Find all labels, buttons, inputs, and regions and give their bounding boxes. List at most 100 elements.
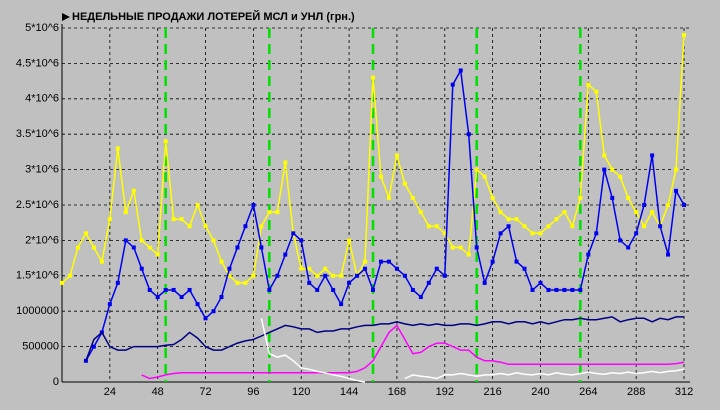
point-marker xyxy=(339,302,344,307)
point-marker xyxy=(498,210,503,215)
point-marker xyxy=(602,153,607,158)
point-marker xyxy=(682,33,687,38)
point-marker xyxy=(450,82,455,87)
point-marker xyxy=(650,210,655,215)
y-tick-label: 500000 xyxy=(22,341,59,353)
point-marker xyxy=(267,287,272,292)
point-marker xyxy=(626,195,631,200)
y-tick-label: 4.5*10^6 xyxy=(16,57,59,69)
point-marker xyxy=(155,295,160,300)
point-marker xyxy=(610,195,615,200)
point-marker xyxy=(123,238,128,243)
point-marker xyxy=(554,287,559,292)
point-marker xyxy=(594,89,599,94)
y-tick-label: 4*10^6 xyxy=(25,93,59,105)
series-line xyxy=(141,324,685,380)
point-marker xyxy=(586,252,591,257)
point-marker xyxy=(323,273,328,278)
point-marker xyxy=(331,273,336,278)
point-marker xyxy=(307,280,312,285)
point-marker xyxy=(554,217,559,222)
point-marker xyxy=(522,224,527,229)
point-marker xyxy=(355,273,360,278)
y-tick-label: 3*10^6 xyxy=(25,164,59,176)
point-marker xyxy=(650,153,655,158)
point-marker xyxy=(83,231,88,236)
point-marker xyxy=(442,231,447,236)
point-marker xyxy=(538,231,543,236)
point-marker xyxy=(666,203,671,207)
point-marker xyxy=(522,266,527,271)
y-tick-label: 1000000 xyxy=(16,305,59,317)
x-tick-label: 120 xyxy=(292,386,310,398)
point-marker xyxy=(91,344,96,349)
point-marker xyxy=(219,295,224,300)
point-marker xyxy=(610,167,615,172)
point-marker xyxy=(506,224,511,229)
point-marker xyxy=(378,259,383,264)
point-marker xyxy=(219,259,224,264)
point-marker xyxy=(498,231,503,236)
point-marker xyxy=(514,217,519,222)
point-marker xyxy=(259,245,264,250)
point-marker xyxy=(307,266,312,271)
point-marker xyxy=(371,287,376,292)
series-line xyxy=(85,316,684,362)
point-marker xyxy=(466,132,471,137)
x-tick-label: 72 xyxy=(199,386,211,398)
point-marker xyxy=(67,273,72,278)
point-marker xyxy=(442,273,447,278)
point-marker xyxy=(267,210,272,215)
point-marker xyxy=(203,224,208,229)
point-marker xyxy=(458,68,463,73)
point-marker xyxy=(530,231,535,236)
x-tick-label: 168 xyxy=(388,386,406,398)
point-marker xyxy=(562,210,567,215)
x-tick-label: 24 xyxy=(104,386,116,398)
chart-title: НЕДЕЛЬНЫЕ ПРОДАЖИ ЛОТЕРЕЙ МСЛ и УНЛ (грн… xyxy=(72,10,355,23)
point-marker xyxy=(418,210,423,215)
point-marker xyxy=(171,287,176,292)
point-marker xyxy=(466,252,471,257)
point-marker xyxy=(107,302,112,307)
point-marker xyxy=(107,217,112,222)
point-marker xyxy=(618,174,623,179)
point-marker xyxy=(283,160,288,165)
point-marker xyxy=(418,295,423,300)
series-line xyxy=(260,318,366,383)
point-marker xyxy=(490,195,495,200)
point-marker xyxy=(171,217,176,222)
point-marker xyxy=(195,302,200,307)
y-tick-label: 1.5*10^6 xyxy=(16,270,59,282)
point-marker xyxy=(91,245,96,250)
point-marker xyxy=(546,287,551,292)
point-marker xyxy=(131,245,136,250)
point-marker xyxy=(634,210,639,215)
y-tick-label: 3.5*10^6 xyxy=(16,128,59,140)
point-marker xyxy=(530,287,535,292)
point-marker xyxy=(179,295,184,300)
point-marker xyxy=(363,266,368,271)
title-marker xyxy=(62,13,70,21)
x-tick-label: 264 xyxy=(579,386,597,398)
point-marker xyxy=(99,259,104,264)
point-marker xyxy=(323,266,328,271)
y-tick-label: 0 xyxy=(53,376,59,388)
point-marker xyxy=(283,252,288,257)
series-line xyxy=(404,368,685,380)
point-marker xyxy=(482,280,487,285)
point-marker xyxy=(235,280,240,285)
point-marker xyxy=(139,266,144,271)
point-marker xyxy=(682,203,687,207)
y-tick-label: 2.5*10^6 xyxy=(16,199,59,211)
point-marker xyxy=(275,273,280,278)
point-marker xyxy=(394,266,399,271)
point-marker xyxy=(235,245,240,250)
point-marker xyxy=(211,238,216,243)
point-marker xyxy=(291,231,296,236)
point-marker xyxy=(131,188,136,193)
point-marker xyxy=(546,224,551,229)
point-marker xyxy=(315,273,320,278)
point-marker xyxy=(570,287,575,292)
point-marker xyxy=(626,245,631,250)
